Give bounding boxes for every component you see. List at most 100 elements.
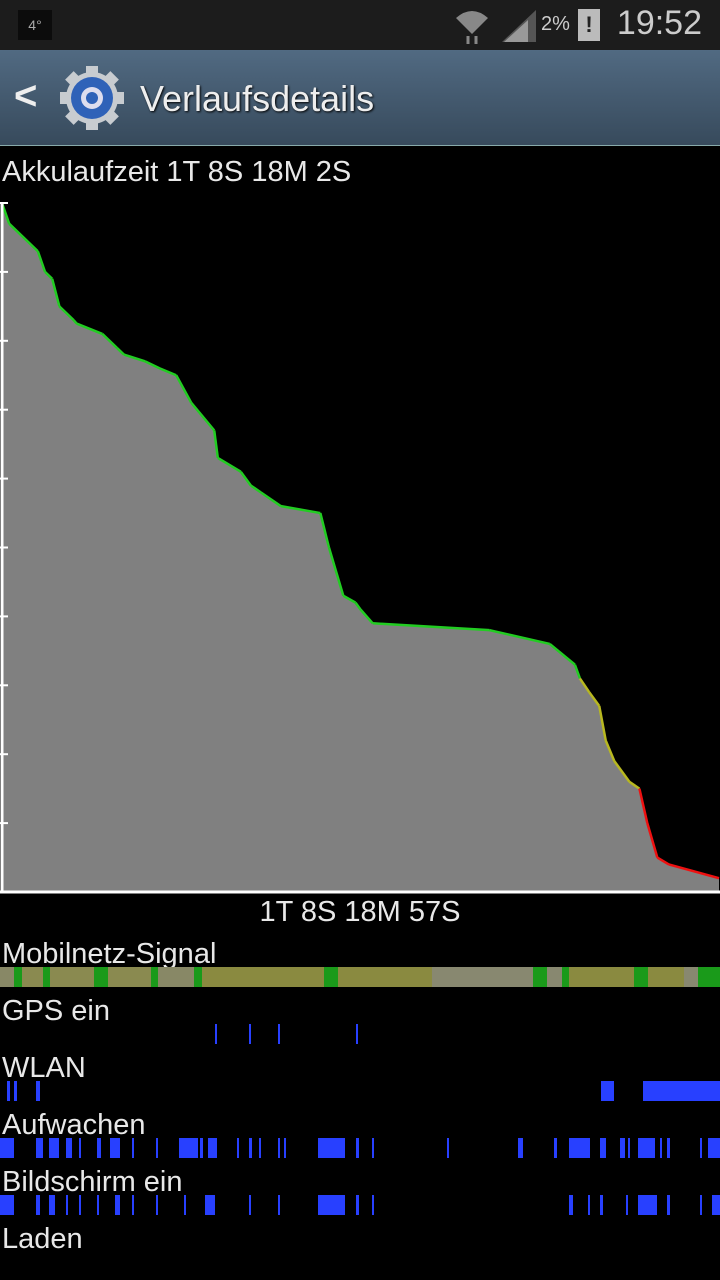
track-segment bbox=[201, 967, 324, 987]
track-segment bbox=[318, 1138, 345, 1158]
track-segment bbox=[684, 967, 699, 987]
track-segment bbox=[371, 1138, 374, 1158]
battery-line-segment bbox=[578, 677, 591, 693]
track-segment bbox=[554, 1138, 557, 1158]
track-label: Laden bbox=[2, 1223, 83, 1255]
track-segment bbox=[108, 967, 152, 987]
track-segment bbox=[355, 1195, 359, 1215]
battery-area bbox=[2, 203, 719, 892]
track-segment bbox=[178, 1138, 198, 1158]
settings-gear-icon bbox=[60, 66, 124, 130]
clock: 19:52 bbox=[616, 4, 702, 42]
battery-line-segment bbox=[159, 367, 177, 377]
signal-icon bbox=[502, 10, 536, 42]
battery-line-segment bbox=[628, 780, 641, 790]
weather-temperature: 4° bbox=[18, 10, 52, 40]
track-segment bbox=[249, 1024, 252, 1044]
track-segment bbox=[568, 967, 634, 987]
battery-line-segment bbox=[44, 270, 54, 280]
wifi-icon bbox=[456, 11, 488, 44]
track-label: GPS ein bbox=[2, 995, 110, 1027]
track-segment bbox=[236, 1138, 239, 1158]
track-segment bbox=[633, 967, 648, 987]
track-segment bbox=[79, 1195, 82, 1215]
track-segment bbox=[208, 1138, 217, 1158]
track-segment bbox=[432, 967, 533, 987]
track-segment bbox=[97, 1138, 101, 1158]
status-bar: 4° 2% ! 19:52 bbox=[0, 0, 720, 50]
battery-line-segment bbox=[638, 788, 649, 824]
battery-line-segment bbox=[598, 705, 607, 741]
track-segment bbox=[155, 1195, 158, 1215]
track-segment bbox=[284, 1138, 287, 1158]
battery-line-segment bbox=[646, 822, 659, 858]
battery-line-segment bbox=[72, 319, 78, 325]
battery-line-segment bbox=[372, 622, 490, 632]
track-segment bbox=[625, 1195, 628, 1215]
track-segment bbox=[667, 1138, 670, 1158]
track-segment bbox=[93, 967, 108, 987]
track-segment bbox=[97, 1195, 100, 1215]
track-segment bbox=[50, 967, 94, 987]
back-button[interactable]: < bbox=[14, 74, 38, 118]
track-segment bbox=[447, 1138, 450, 1158]
track-segment bbox=[7, 1081, 11, 1101]
page-title: Verlaufsdetails bbox=[140, 78, 375, 119]
battery-line-segment bbox=[239, 470, 252, 487]
track-label: Aufwachen bbox=[2, 1109, 146, 1141]
battery-line-segment bbox=[342, 594, 357, 604]
track-mobilnetz-signal bbox=[0, 967, 720, 987]
track-aufwachen bbox=[0, 1138, 720, 1158]
track-segment bbox=[324, 967, 339, 987]
track-segment bbox=[642, 1081, 720, 1101]
battery-line-segment bbox=[175, 374, 193, 404]
track-segment bbox=[601, 1081, 615, 1101]
track-label: Bildschirm ein bbox=[2, 1166, 183, 1198]
battery-line-segment bbox=[280, 504, 321, 515]
track-segment bbox=[36, 1195, 41, 1215]
battery-line-segment bbox=[50, 278, 61, 307]
track-segment bbox=[205, 1195, 216, 1215]
track-segment bbox=[132, 1138, 135, 1158]
track-wlan bbox=[0, 1081, 720, 1101]
battery-percent: 2% bbox=[541, 13, 570, 35]
track-gps-ein bbox=[0, 1024, 720, 1044]
track-segment bbox=[699, 1195, 702, 1215]
track-segment bbox=[619, 1138, 625, 1158]
track-segment bbox=[518, 1138, 523, 1158]
track-segment bbox=[110, 1138, 121, 1158]
track-segment bbox=[561, 967, 569, 987]
track-bildschirm-ein bbox=[0, 1195, 720, 1215]
battery-line-segment bbox=[8, 222, 39, 253]
track-segment bbox=[277, 1195, 280, 1215]
track-laden bbox=[0, 1252, 720, 1272]
chart-duration-label: 1T 8S 18M 57S bbox=[259, 896, 461, 928]
track-segment bbox=[215, 1024, 218, 1044]
track-segment bbox=[355, 1024, 358, 1044]
track-segment bbox=[0, 967, 15, 987]
track-segment bbox=[338, 967, 432, 987]
track-segment bbox=[708, 1138, 720, 1158]
track-segment bbox=[0, 1138, 15, 1158]
battery-line-segment bbox=[319, 512, 331, 548]
track-segment bbox=[155, 1138, 158, 1158]
track-segment bbox=[48, 1195, 56, 1215]
track-segment bbox=[21, 967, 44, 987]
battery-line-segment bbox=[613, 760, 631, 783]
battery-chart bbox=[0, 202, 720, 894]
track-segment bbox=[14, 1081, 17, 1101]
track-segment bbox=[547, 967, 562, 987]
track-segment bbox=[627, 1138, 630, 1158]
battery-line-segment bbox=[212, 430, 220, 459]
track-segment bbox=[637, 1195, 657, 1215]
battery-line-segment bbox=[354, 601, 362, 611]
track-segment bbox=[355, 1138, 359, 1158]
battery-line-segment bbox=[101, 333, 118, 349]
track-segment bbox=[14, 967, 22, 987]
track-segment bbox=[158, 967, 195, 987]
track-segment bbox=[599, 1138, 606, 1158]
track-segment bbox=[132, 1195, 135, 1215]
battery-alert-icon: ! bbox=[578, 9, 600, 41]
track-segment bbox=[249, 1195, 252, 1215]
track-segment bbox=[36, 1081, 40, 1101]
